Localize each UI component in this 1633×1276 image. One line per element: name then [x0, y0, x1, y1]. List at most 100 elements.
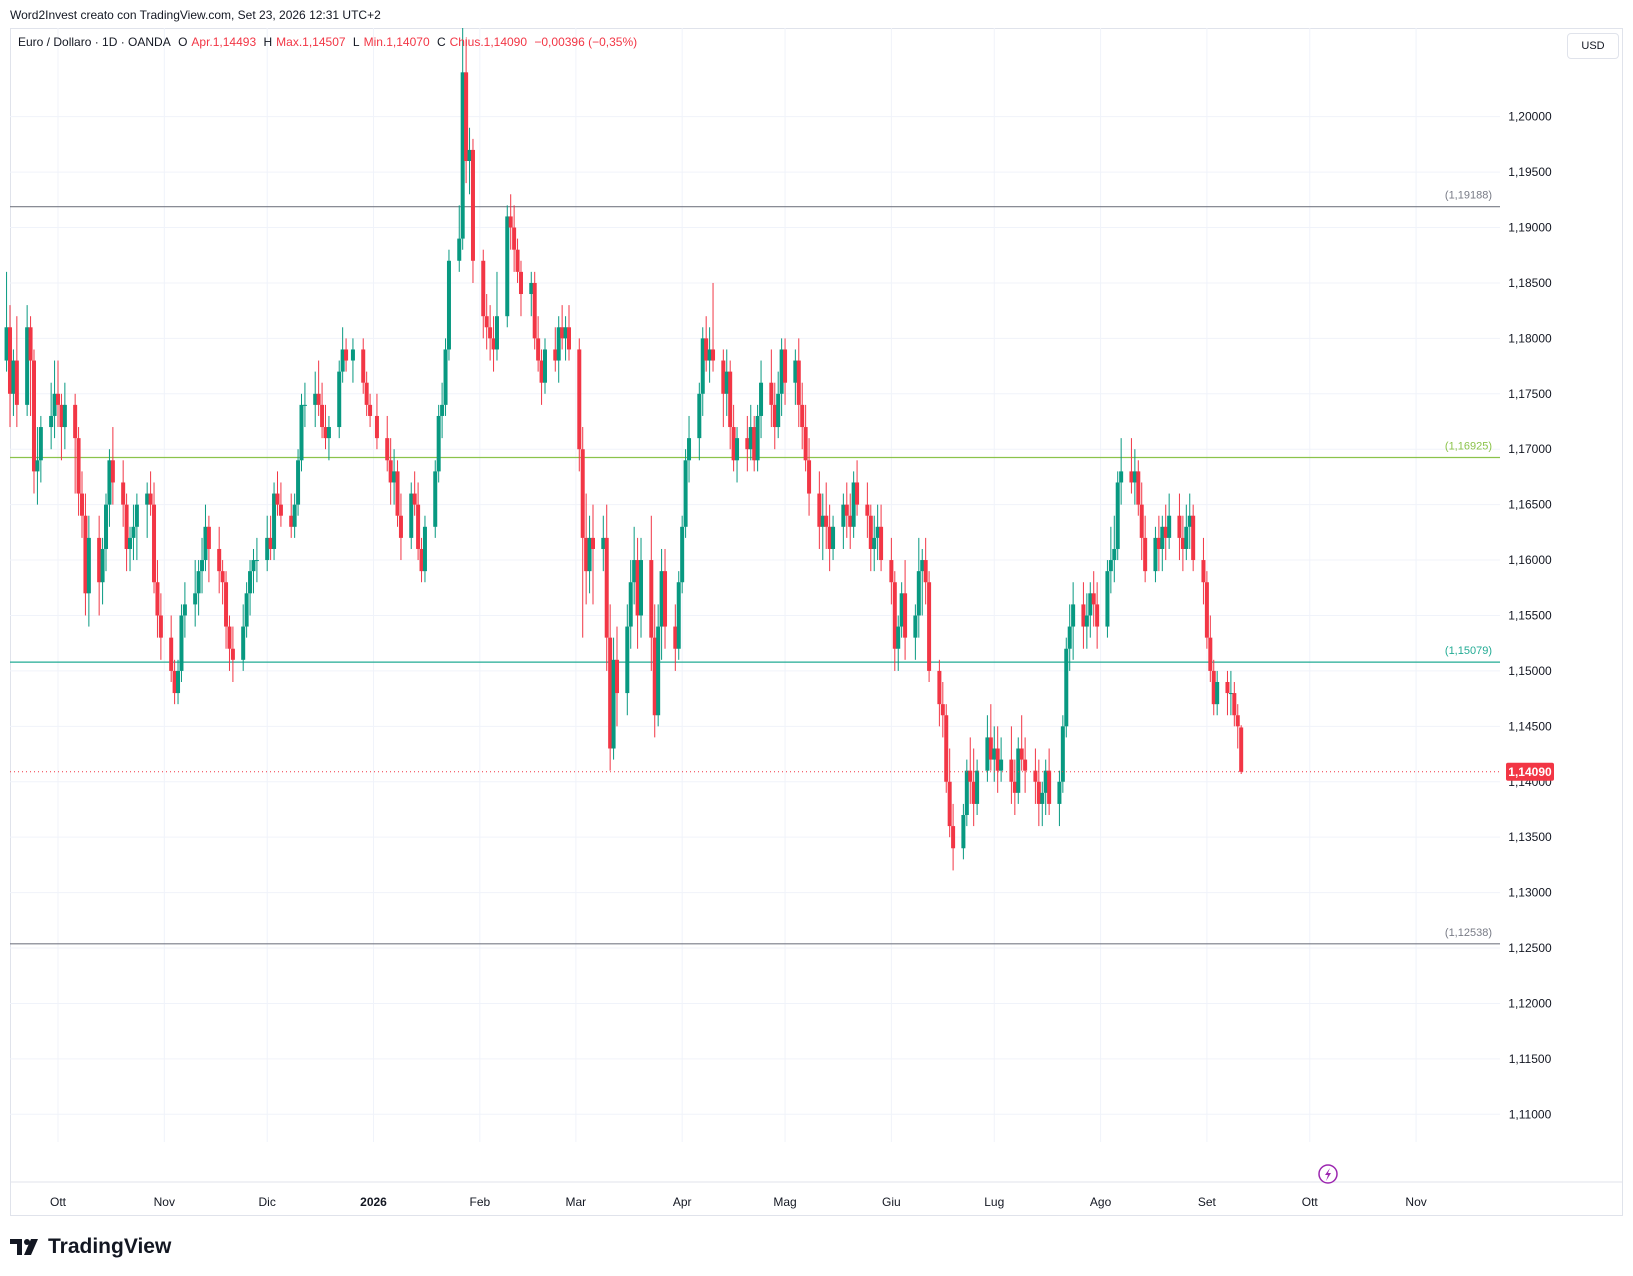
candle — [827, 504, 832, 572]
candle — [1071, 582, 1076, 660]
candle-body — [364, 382, 369, 405]
candle — [776, 371, 781, 439]
candle-body — [368, 404, 373, 416]
candle — [899, 582, 904, 638]
candle — [1136, 460, 1141, 516]
candle — [49, 382, 54, 450]
candle-body — [807, 460, 812, 494]
candle-body — [1088, 593, 1093, 616]
candle-body — [889, 560, 894, 583]
candle — [769, 349, 774, 428]
candle-body — [848, 515, 853, 527]
candle — [1184, 504, 1189, 561]
candle — [484, 294, 489, 350]
candle — [817, 471, 822, 549]
price-tick-label: 1,19500 — [1508, 165, 1552, 179]
candle — [1081, 582, 1086, 649]
candle-body — [707, 349, 712, 361]
candle-body — [1208, 637, 1213, 671]
candle-body — [615, 659, 620, 694]
candle — [152, 482, 157, 594]
candle — [783, 338, 788, 405]
candle — [1067, 604, 1072, 671]
candle — [1211, 659, 1216, 716]
candle — [803, 404, 808, 472]
candle-body — [515, 249, 520, 272]
candle-body — [361, 349, 366, 383]
price-tick-label: 1,12000 — [1508, 996, 1552, 1010]
candle-body — [52, 393, 57, 416]
price-tick-label: 1,11500 — [1509, 1052, 1552, 1066]
candle — [7, 305, 12, 428]
candle — [988, 704, 993, 771]
candle-body — [1095, 604, 1100, 627]
candle — [961, 803, 966, 860]
candle — [1057, 770, 1062, 827]
candle — [879, 504, 884, 572]
candle — [467, 127, 472, 195]
symbol-title[interactable]: Euro / Dollaro · 1D · OANDA — [18, 35, 171, 49]
price-tick-label: 1,18000 — [1508, 331, 1552, 345]
candle — [628, 560, 633, 649]
candle-body — [1023, 759, 1028, 771]
candle-body — [508, 216, 513, 228]
candle — [1119, 438, 1124, 505]
candle — [951, 803, 956, 871]
candle-body — [1184, 526, 1189, 549]
candle-body — [659, 571, 664, 627]
candle-body — [1232, 693, 1237, 716]
candle-body — [975, 770, 980, 804]
candle-body — [416, 504, 421, 549]
candle-body — [1239, 727, 1244, 772]
candle-body — [772, 404, 777, 428]
candle-body — [56, 393, 60, 405]
candle — [244, 582, 249, 638]
candle-body — [542, 349, 547, 383]
candle — [1064, 637, 1069, 738]
candle — [663, 548, 668, 649]
candle — [755, 404, 760, 472]
candle — [673, 604, 678, 671]
candle — [316, 360, 321, 416]
chart-grid — [10, 28, 1623, 1183]
candle — [639, 537, 644, 638]
candle-body — [800, 404, 805, 428]
candle — [608, 604, 613, 771]
candle-body — [409, 493, 414, 538]
candle — [759, 360, 764, 439]
candle-body — [227, 626, 232, 649]
candle — [1167, 493, 1172, 549]
candle — [707, 327, 712, 383]
candle-body — [868, 515, 873, 549]
candle-body — [1016, 748, 1021, 793]
candle-body — [419, 548, 424, 572]
candle — [505, 205, 510, 328]
candle — [916, 537, 921, 638]
candle-body — [385, 438, 390, 461]
candle — [820, 493, 825, 561]
candle — [1235, 704, 1240, 749]
candle — [80, 471, 85, 538]
price-tick-label: 1,12500 — [1508, 941, 1552, 955]
candle — [1095, 582, 1100, 649]
currency-button[interactable]: USD — [1567, 33, 1619, 59]
lightning-icon[interactable] — [1318, 1164, 1338, 1184]
candle — [652, 604, 657, 738]
candle — [796, 338, 801, 428]
candle-body — [803, 427, 808, 461]
candle — [1156, 515, 1161, 572]
candle-body — [299, 404, 304, 461]
candle — [172, 659, 177, 705]
candle-body — [951, 826, 956, 849]
brand[interactable]: TradingView — [10, 1235, 171, 1259]
candle-body — [505, 216, 510, 317]
candle — [1012, 759, 1017, 816]
candle-body — [518, 271, 523, 295]
candle — [31, 349, 36, 494]
candle — [940, 681, 945, 738]
candle — [364, 371, 369, 416]
candle — [433, 460, 438, 538]
candle — [1132, 449, 1137, 505]
candle-body — [968, 770, 973, 782]
